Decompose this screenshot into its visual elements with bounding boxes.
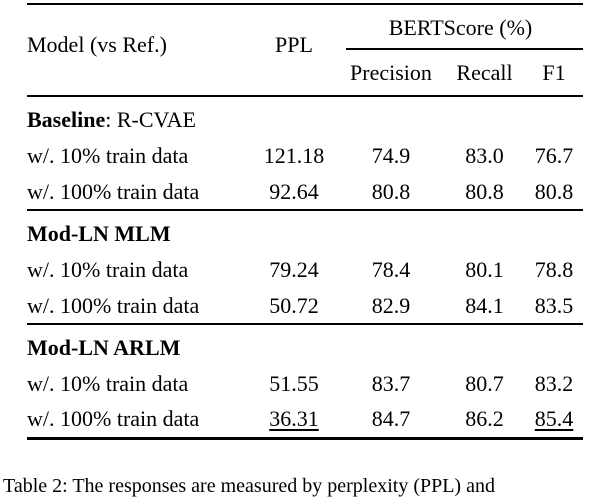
section-title-row: Mod-LN MLM xyxy=(27,210,583,252)
section-title-row: Baseline: R-CVAE xyxy=(27,96,583,138)
recall-value: 80.7 xyxy=(465,371,504,396)
precision-value: 78.4 xyxy=(371,257,411,282)
model-header-label: Model (vs Ref.) xyxy=(27,32,167,57)
f1-value: 76.7 xyxy=(534,143,574,168)
f1-value: 80.8 xyxy=(534,178,574,204)
ppl-header-label: PPL xyxy=(275,32,313,57)
f1-header: F1 xyxy=(542,59,566,85)
section-title: Mod-LN MLM xyxy=(27,210,583,252)
row-label: w/. 100% train data xyxy=(27,406,200,432)
table-row: w/. 100% train data 36.31 84.7 86.2 85.4 xyxy=(27,402,583,438)
results-table: Model (vs Ref.) PPL BERTScore (%) Precis… xyxy=(27,3,583,440)
ppl-value: 36.31 xyxy=(250,402,338,438)
table-row: w/. 10% train data 121.18 74.9 83.0 76.7 xyxy=(27,138,583,174)
model-header-cell: Model (vs Ref.) xyxy=(27,4,250,96)
f1-value: 85.4 xyxy=(525,402,583,438)
section-title: Mod-LN ARLM xyxy=(27,324,583,366)
section-mod-ln-arlm: Mod-LN ARLM w/. 10% train data 51.55 83.… xyxy=(27,324,583,438)
recall-value: 86.2 xyxy=(465,406,504,432)
f1-value: 78.8 xyxy=(534,257,574,282)
table-row: w/. 100% train data 50.72 82.9 84.1 83.5 xyxy=(27,288,583,324)
precision-header: Precision xyxy=(350,59,432,85)
ppl-header-cell: PPL xyxy=(250,4,338,96)
table-row: w/. 100% train data 92.64 80.8 80.8 80.8 xyxy=(27,174,583,210)
cmidrule xyxy=(346,48,583,50)
bertscore-group-label: BERTScore (%) xyxy=(388,14,533,40)
table-row: w/. 10% train data 51.55 83.7 80.7 83.2 xyxy=(27,366,583,402)
table-row: w/. 10% train data 79.24 78.4 80.1 78.8 xyxy=(27,252,583,288)
section-title: Baseline: R-CVAE xyxy=(27,96,583,138)
section-title-bold: Mod-LN MLM xyxy=(27,220,171,246)
row-label: w/. 10% train data xyxy=(27,257,189,282)
section-title-bold: Mod-LN ARLM xyxy=(27,334,181,360)
section-title-row: Mod-LN ARLM xyxy=(27,324,583,366)
precision-value: 83.7 xyxy=(371,371,411,396)
recall-header: Recall xyxy=(456,59,513,85)
ppl-value: 51.55 xyxy=(269,371,319,396)
precision-value: 80.8 xyxy=(371,178,411,204)
bertscore-group-header: BERTScore (%) xyxy=(338,4,583,50)
ppl-value: 79.24 xyxy=(269,257,319,282)
row-label: w/. 100% train data xyxy=(27,292,200,318)
table-caption: Table 2: The responses are measured by p… xyxy=(3,475,495,497)
recall-value: 84.1 xyxy=(465,292,504,318)
precision-value: 74.9 xyxy=(371,143,411,168)
section-mod-ln-mlm: Mod-LN MLM w/. 10% train data 79.24 78.4… xyxy=(27,210,583,324)
precision-value: 84.7 xyxy=(371,406,411,432)
ppl-value: 121.18 xyxy=(263,143,325,168)
ppl-value: 92.64 xyxy=(269,178,319,204)
section-title-rest: : R-CVAE xyxy=(105,106,196,132)
precision-value: 82.9 xyxy=(371,292,411,318)
section-baseline: Baseline: R-CVAE w/. 10% train data 121.… xyxy=(27,96,583,210)
table-header: Model (vs Ref.) PPL BERTScore (%) Precis… xyxy=(27,4,583,96)
row-label: w/. 10% train data xyxy=(27,371,189,396)
recall-value: 80.8 xyxy=(465,178,504,204)
results-table-container: Model (vs Ref.) PPL BERTScore (%) Precis… xyxy=(27,3,583,440)
row-label: w/. 100% train data xyxy=(27,178,200,204)
recall-value: 83.0 xyxy=(465,143,504,168)
ppl-value: 50.72 xyxy=(269,292,319,318)
section-title-bold: Baseline xyxy=(27,106,106,132)
f1-value: 83.2 xyxy=(534,371,574,396)
recall-value: 80.1 xyxy=(465,257,504,282)
ppl-value-underlined: 36.31 xyxy=(269,406,319,432)
f1-value: 83.5 xyxy=(534,292,574,318)
row-label: w/. 10% train data xyxy=(27,143,189,168)
f1-value-underlined: 85.4 xyxy=(534,406,574,432)
